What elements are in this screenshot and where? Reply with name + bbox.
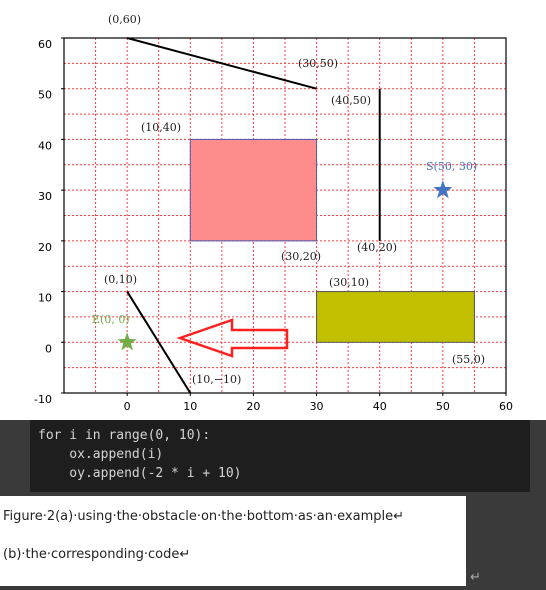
code-line: for i in range(0, 10): — [38, 428, 211, 443]
x-tick-label: 0 — [124, 400, 131, 413]
annotation: (55,0) — [452, 353, 485, 366]
annotation: (30,20) — [281, 250, 321, 263]
y-tick-label: 10 — [38, 292, 52, 305]
code-block: for i in range(0, 10): ox.append(i) oy.a… — [30, 420, 530, 492]
x-tick-label: 20 — [246, 400, 260, 413]
obstacle-line — [126, 291, 192, 394]
annotation: (0,10) — [104, 273, 137, 286]
star-point — [433, 180, 453, 199]
y-tick-label: 30 — [38, 190, 52, 203]
y-tick-label: -10 — [34, 393, 52, 406]
x-tick-label: 30 — [310, 400, 324, 413]
caption-line: Figure·2(a)·using·the·obstacle·on·the·bo… — [3, 509, 404, 524]
annotation: (30,50) — [298, 57, 338, 70]
annotation: E(0, 0) — [92, 313, 130, 326]
annotation: (10,−10) — [192, 373, 241, 386]
code-line: ox.append(i) — [38, 447, 164, 462]
y-tick-label: 60 — [38, 38, 52, 51]
x-tick-label: 40 — [373, 400, 387, 413]
obstacle — [189, 138, 318, 242]
caption: Figure·2(a)·using·the·obstacle·on·the·bo… — [0, 496, 466, 586]
chart: 0 10 20 30 40 50 60 -10 0 10 20 30 40 50 60 (0,60) (30… — [0, 0, 546, 420]
annotation: (10,40) — [141, 121, 181, 134]
star-point — [117, 332, 137, 351]
x-tick-label: 10 — [183, 400, 197, 413]
annotation: S(50, 30) — [426, 160, 477, 173]
x-tick-label: 50 — [436, 400, 450, 413]
x-tick-label: 60 — [499, 400, 513, 413]
y-tick-label: 50 — [38, 89, 52, 102]
y-tick-label: 40 — [38, 139, 52, 152]
annotation: (0,60) — [108, 13, 141, 26]
annotation: (40,50) — [331, 94, 371, 107]
obstacle — [316, 291, 475, 343]
y-tick-label: 0 — [45, 342, 52, 355]
obstacle-line — [126, 37, 317, 90]
y-tick-label: 20 — [38, 241, 52, 254]
caption-line: (b)·the·corresponding·code↵ — [3, 547, 191, 562]
plot-frame — [63, 37, 507, 394]
code-line: oy.append(-2 * i + 10) — [38, 466, 242, 481]
arrow — [176, 318, 289, 358]
end-mark: ↵ — [470, 570, 481, 585]
annotation: (30,10) — [329, 276, 369, 289]
annotation: (40,20) — [357, 241, 397, 254]
